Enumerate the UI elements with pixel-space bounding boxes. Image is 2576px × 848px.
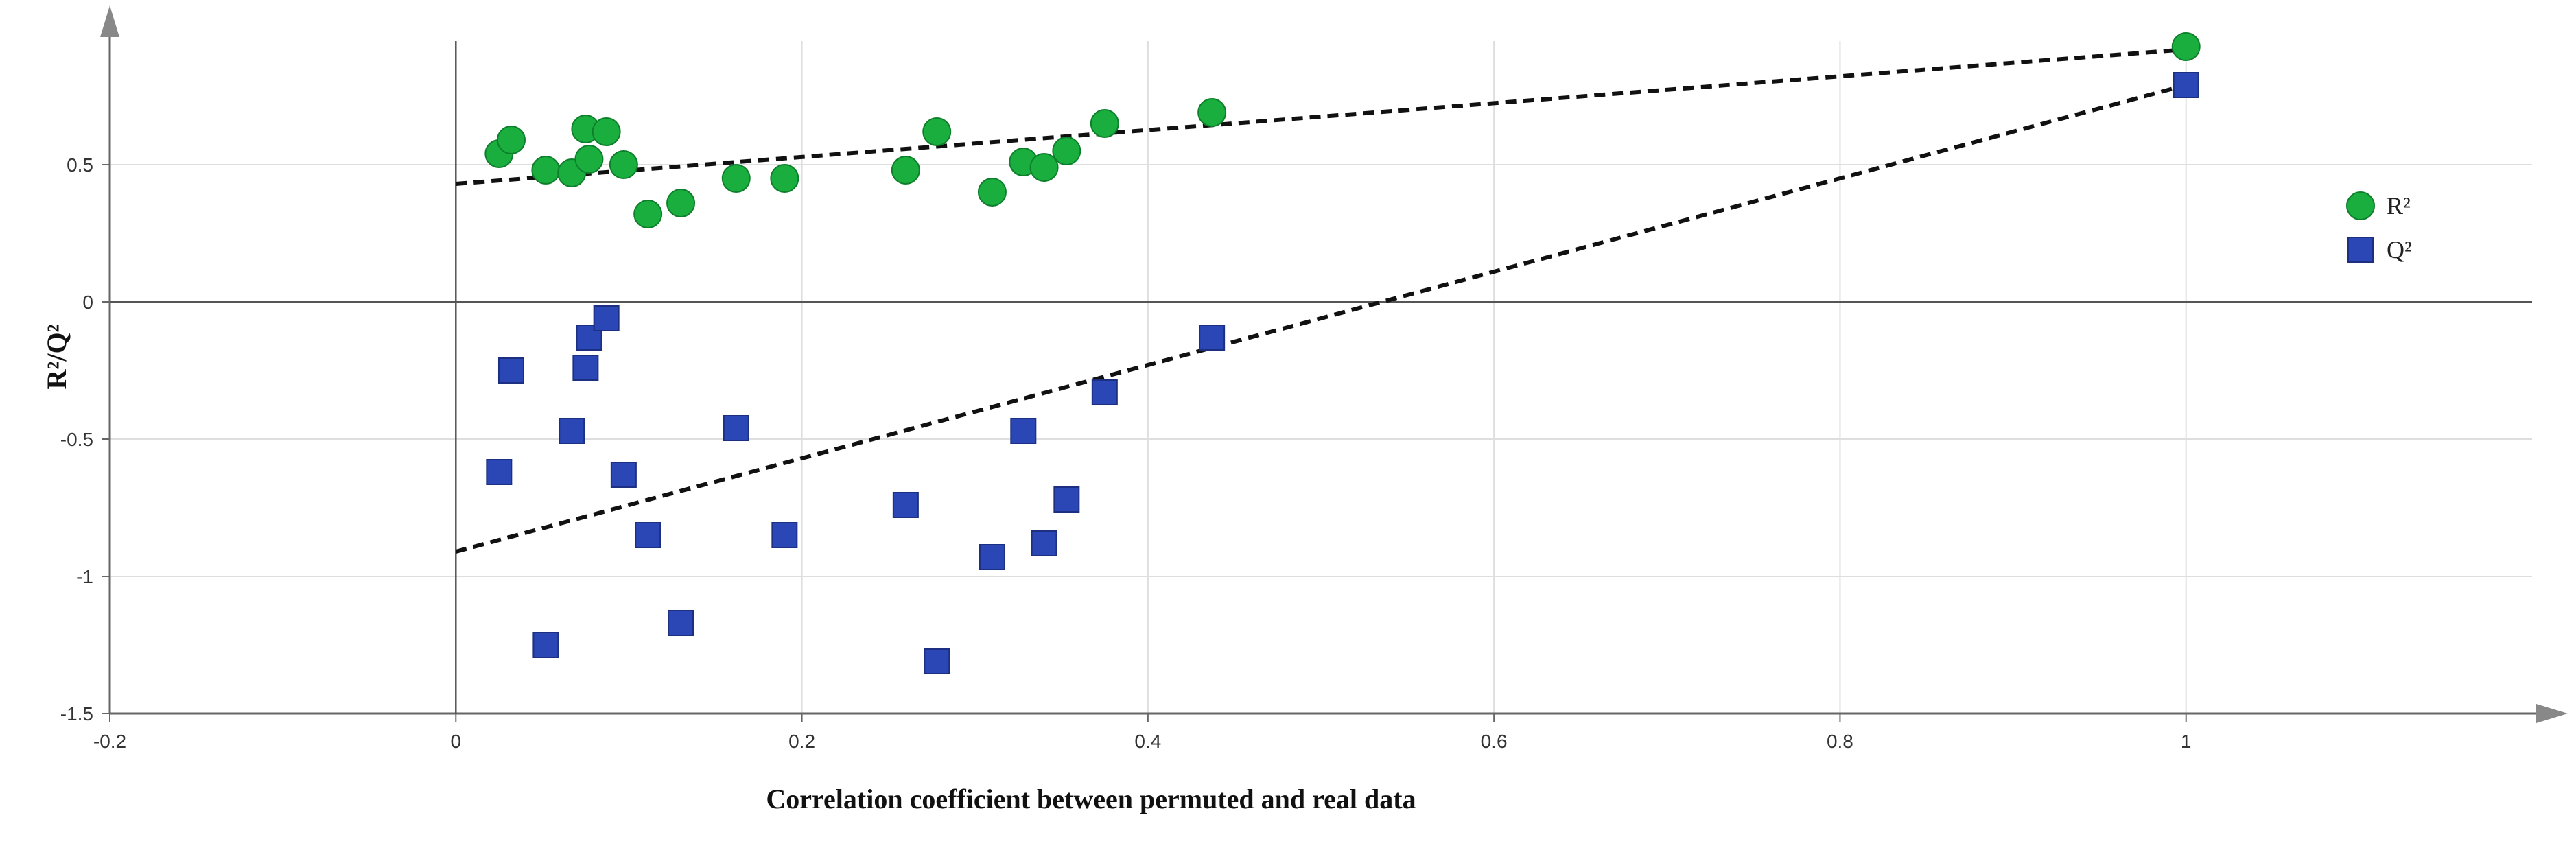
r2-point xyxy=(496,126,526,154)
r2-point xyxy=(891,156,920,185)
r2-point xyxy=(1197,98,1227,127)
r2-point xyxy=(666,189,696,217)
y-tick-label: -1.5 xyxy=(60,703,93,725)
r2-point xyxy=(721,164,751,193)
x-tick-label: 0 xyxy=(450,731,461,752)
r2-point xyxy=(977,178,1007,207)
q2-point xyxy=(1053,486,1080,513)
x-tick-label: 0.4 xyxy=(1134,731,1161,752)
x-tick-label: 1 xyxy=(2181,731,2192,752)
y-tick-label: 0.5 xyxy=(67,154,93,176)
q2-point xyxy=(572,355,599,381)
grid-lines xyxy=(109,41,2532,714)
r2-point xyxy=(770,164,799,193)
regression-lines xyxy=(455,47,2187,554)
legend-label: Q² xyxy=(2387,236,2412,263)
q2-point xyxy=(1031,530,1057,556)
r2-point xyxy=(1052,137,1081,165)
data-points xyxy=(484,32,2201,674)
q2-point xyxy=(532,632,559,658)
q2-point xyxy=(593,305,620,331)
regression-line-r2 xyxy=(456,47,2186,186)
q2-point xyxy=(2173,72,2199,98)
legend-q2-marker xyxy=(2347,237,2374,263)
q2-point xyxy=(559,418,585,444)
x-tick-label: -0.2 xyxy=(93,731,126,752)
q2-point xyxy=(1091,379,1118,405)
q2-point xyxy=(486,459,513,485)
q2-point xyxy=(924,648,950,674)
q2-point xyxy=(771,522,798,548)
r2-point xyxy=(609,150,638,179)
q2-point xyxy=(635,522,661,548)
x-axis-arrow xyxy=(2536,704,2568,723)
r2-point xyxy=(592,117,621,146)
q2-point xyxy=(892,492,919,518)
y-axis-title: R²/Q² xyxy=(41,324,72,389)
x-tick-label: 0.6 xyxy=(1481,731,1508,752)
legend-r2-marker xyxy=(2346,191,2375,220)
y-tick-label: -0.5 xyxy=(60,429,93,450)
r2-point xyxy=(2171,32,2201,61)
q2-point xyxy=(610,462,637,488)
x-tick-label: 0.2 xyxy=(788,731,815,752)
tick-labels: -0.2 0 0.2 0.4 0.6 0.8 1 -1.5 -1 -0.5 0 0.5 xyxy=(60,154,2192,752)
x-axis-title: Correlation coefficient between permuted… xyxy=(766,784,1416,814)
r2-point xyxy=(633,200,663,228)
r2-point xyxy=(922,117,952,146)
y-tick-label: -1 xyxy=(76,566,93,587)
r2-point xyxy=(1090,109,1119,138)
legend-label: R² xyxy=(2387,192,2411,220)
q2-point xyxy=(979,544,1005,570)
axes xyxy=(100,5,2568,723)
q2-point xyxy=(668,610,694,636)
y-axis-arrow xyxy=(100,5,119,37)
regression-line-q2 xyxy=(455,83,2187,554)
q2-point xyxy=(1199,325,1226,351)
q2-point xyxy=(723,415,749,441)
x-tick-label: 0.8 xyxy=(1827,731,1853,752)
legend: R² Q² xyxy=(2346,191,2412,263)
q2-point xyxy=(497,357,524,384)
r2-point xyxy=(574,145,604,174)
y-tick-label: 0 xyxy=(82,292,93,313)
r2-point xyxy=(531,156,561,185)
q2-point xyxy=(1010,418,1037,444)
r2-point xyxy=(1029,153,1059,182)
